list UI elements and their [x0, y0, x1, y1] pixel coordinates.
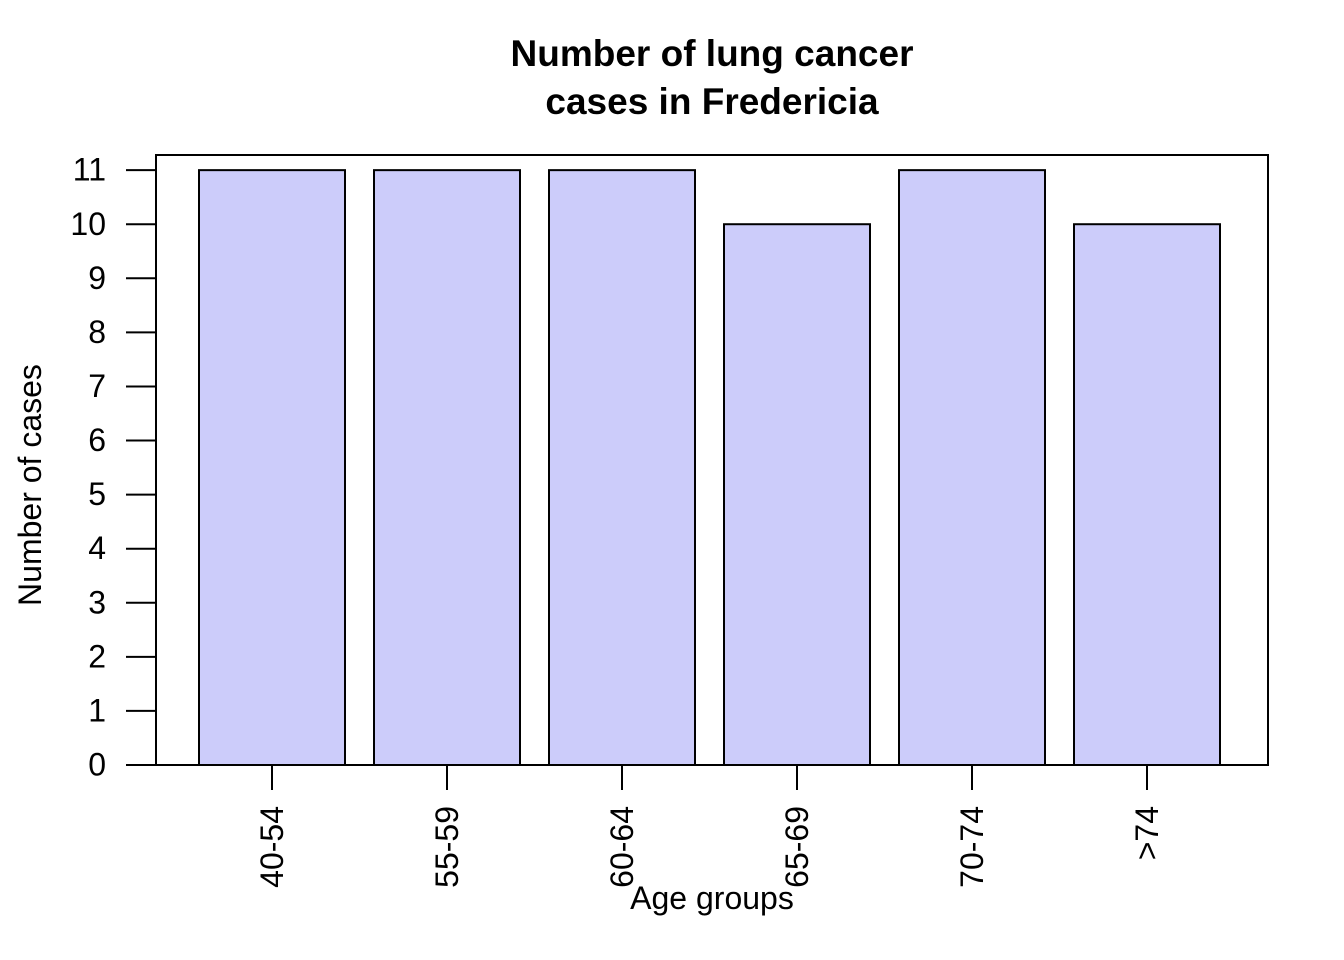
y-tick-label: 11 — [73, 152, 106, 188]
chart-title: Number of lung cancer cases in Frederici… — [510, 33, 914, 122]
y-tick-label: 7 — [88, 368, 106, 404]
y-tick-label: 5 — [88, 476, 106, 512]
y-tick-label: 8 — [88, 314, 106, 350]
y-tick-label: 6 — [88, 422, 106, 458]
y-tick-label: 10 — [70, 206, 106, 242]
x-tick-label: 55-59 — [429, 806, 465, 888]
bar-40-54 — [198, 169, 346, 766]
y-tick-label: 2 — [88, 638, 106, 674]
x-tick-label: >74 — [1129, 806, 1165, 860]
y-tick-label: 4 — [88, 530, 106, 566]
plot-box — [155, 154, 1269, 766]
x-tick-label: 65-69 — [779, 806, 815, 888]
y-tick-label: 1 — [88, 692, 106, 728]
y-tick-label: 9 — [88, 260, 106, 296]
y-tick-label: 0 — [88, 747, 106, 783]
bar-65-69 — [723, 223, 871, 767]
y-tick-label: 3 — [88, 584, 106, 620]
x-tick-label: 40-54 — [254, 806, 290, 888]
bar-55-59 — [373, 169, 521, 766]
x-tick-label: 70-74 — [954, 806, 990, 888]
bar-70-74 — [898, 169, 1046, 766]
x-tick-label: 60-64 — [604, 806, 640, 888]
bar->74 — [1073, 223, 1221, 767]
bar-60-64 — [548, 169, 696, 766]
x-axis-label: Age groups — [630, 880, 794, 916]
